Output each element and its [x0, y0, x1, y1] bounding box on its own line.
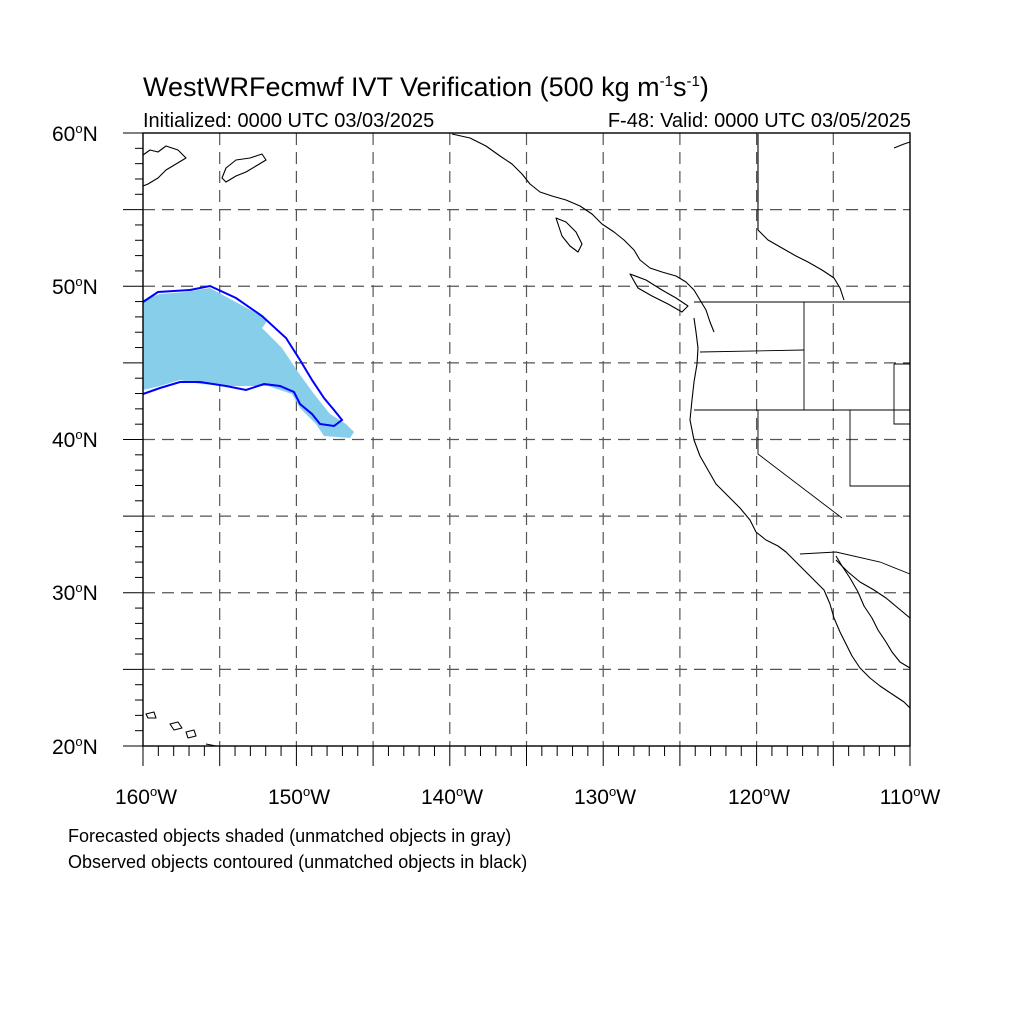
lat-label-20: 20oN [52, 734, 98, 759]
lat-label-30: 30oN [52, 580, 98, 605]
legend-observed-note: Observed objects contoured (unmatched ob… [68, 852, 528, 872]
alaska-islands [221, 153, 267, 183]
nevada-border [757, 410, 843, 519]
legend-forecast-note: Forecasted objects shaded (unmatched obj… [68, 826, 512, 846]
canada-interior [757, 134, 845, 301]
bc-coast [451, 133, 715, 333]
lon-label-160w: 160oW [114, 784, 178, 809]
initialized-label: Initialized: 0000 UTC 03/03/2025 [143, 110, 435, 132]
lat-label-60: 60oN [52, 121, 98, 146]
baja-coast [835, 555, 911, 669]
lat-label-40: 40oN [52, 427, 98, 452]
oregon-washington-border [699, 349, 805, 353]
lon-label-130w: 130oW [573, 784, 637, 809]
hawaii-islands [145, 711, 217, 747]
hudson-fragment [893, 141, 911, 149]
lat-lon-grid [143, 133, 910, 746]
lat-label-50: 50oN [52, 274, 98, 299]
lon-label-140w: 140oW [420, 784, 484, 809]
alaska-coast [142, 145, 187, 187]
valid-label: F-48: Valid: 0000 UTC 03/05/2025 [607, 110, 911, 132]
coastlines [142, 133, 911, 747]
observed-contour [142, 284, 344, 428]
lon-label-120w: 120oW [727, 784, 791, 809]
map-frame [142, 132, 911, 747]
forecast-object [143, 288, 354, 438]
lon-label-110w: 110oW [879, 784, 941, 809]
political-borders [694, 301, 911, 575]
us-mexico-border [799, 551, 911, 575]
vancouver-island [629, 273, 689, 313]
map-title: WestWRFecmwf IVT Verification (500 kg m-… [143, 72, 709, 102]
mexico-mainland [835, 559, 911, 619]
montana-wyoming [893, 363, 910, 425]
axis-ticks [123, 132, 911, 766]
arizona-border [849, 410, 910, 487]
lon-label-150w: 150oW [267, 784, 331, 809]
bc-islands [555, 217, 583, 253]
us-west-coast [689, 317, 911, 709]
